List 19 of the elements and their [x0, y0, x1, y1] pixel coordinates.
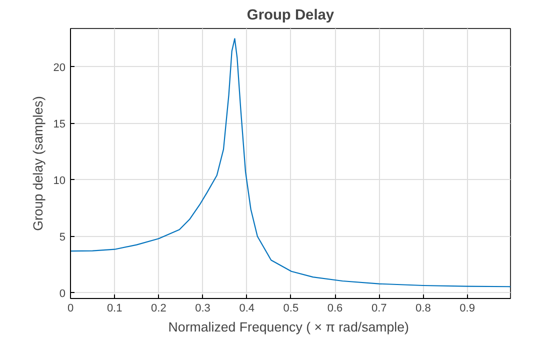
x-tick-label: 0.7 [371, 302, 387, 314]
x-tick-label: 0.6 [327, 302, 343, 314]
x-tick-label: 0 [67, 302, 74, 314]
x-tick-label: 0.9 [460, 302, 475, 314]
y-axis-title: Group delay (samples) [30, 96, 46, 231]
x-tick-label: 0.8 [416, 302, 431, 314]
x-tick-label: 0.4 [239, 302, 255, 314]
y-tick-label: 15 [53, 118, 66, 130]
y-tick-label: 5 [59, 231, 66, 244]
x-axis-title: Normalized Frequency ( × π rad/sample) [168, 320, 409, 334]
line-series [70, 38, 510, 288]
x-tick-label: 0.3 [195, 302, 210, 314]
y-tick-label: 10 [53, 174, 66, 187]
x-tick-label: 0.1 [106, 302, 122, 314]
x-tick-label: 0.5 [283, 302, 299, 314]
y-tick-label: 0 [59, 288, 66, 300]
chart-title: Group Delay [246, 8, 335, 24]
y-tick-label: 20 [53, 62, 66, 74]
x-tick-label: 0.2 [151, 302, 166, 314]
